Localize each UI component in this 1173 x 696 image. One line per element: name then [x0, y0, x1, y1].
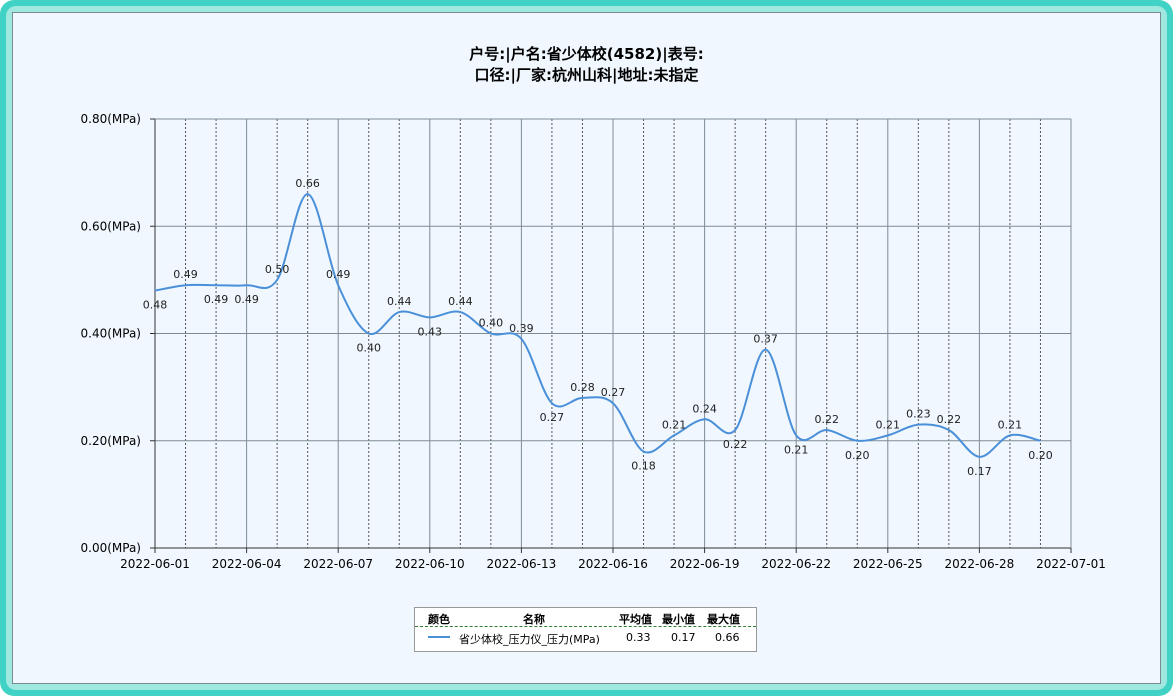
data-label: 0.49 — [204, 293, 229, 306]
y-tick-label: 0.20(MPa) — [81, 434, 142, 448]
data-label: 0.49 — [173, 268, 198, 281]
y-tick-label: 0.00(MPa) — [81, 541, 142, 555]
y-tick-label: 0.40(MPa) — [81, 327, 142, 341]
data-label: 0.66 — [295, 177, 320, 190]
data-label: 0.27 — [601, 386, 626, 399]
data-label: 0.48 — [143, 299, 168, 312]
data-label: 0.24 — [692, 402, 717, 415]
chart-title-line1: 户号:|户名:省少体校(4582)|表号: — [469, 45, 704, 63]
x-tick-label: 2022-06-19 — [670, 557, 740, 571]
x-tick-label: 2022-06-07 — [303, 557, 373, 571]
x-tick-label: 2022-07-01 — [1036, 557, 1106, 571]
data-label: 0.40 — [479, 317, 504, 330]
data-label: 0.21 — [998, 418, 1023, 431]
x-tick-label: 2022-06-10 — [395, 557, 465, 571]
data-label: 0.20 — [845, 449, 870, 462]
data-label: 0.27 — [540, 411, 565, 424]
legend-header-name: 名称 — [523, 613, 545, 626]
data-label: 0.21 — [784, 443, 809, 456]
legend-header-min: 最小值 — [662, 613, 695, 626]
x-tick-label: 2022-06-04 — [212, 557, 282, 571]
chart-title-line2: 口径:|厂家:杭州山科|地址:未指定 — [474, 66, 699, 84]
series-line — [154, 193, 1041, 458]
data-label: 0.18 — [631, 459, 656, 472]
y-tick-label: 0.60(MPa) — [81, 219, 142, 233]
x-tick-label: 2022-06-13 — [487, 557, 557, 571]
y-tick-label: 0.80(MPa) — [81, 112, 142, 126]
x-tick-label: 2022-06-16 — [578, 557, 648, 571]
legend-series-swatch — [428, 636, 450, 638]
legend-header-max: 最大值 — [707, 613, 740, 626]
data-label: 0.39 — [509, 322, 534, 335]
data-label: 0.20 — [1028, 449, 1053, 462]
data-label: 0.23 — [906, 408, 931, 421]
data-label: 0.49 — [326, 268, 351, 281]
legend-series-min: 0.17 — [671, 631, 696, 644]
data-label: 0.50 — [265, 263, 290, 276]
data-label: 0.21 — [662, 418, 687, 431]
chart-legend: 颜色 名称 平均值 最小值 最大值 省少体校_压力仪_压力(MPa) 0.33 … — [414, 607, 757, 652]
data-label: 0.22 — [723, 438, 748, 451]
x-tick-label: 2022-06-01 — [120, 557, 190, 571]
x-tick-label: 2022-06-22 — [761, 557, 831, 571]
data-label: 0.44 — [448, 295, 473, 308]
legend-series-avg: 0.33 — [626, 631, 651, 644]
data-label: 0.22 — [814, 413, 839, 426]
data-label: 0.40 — [356, 342, 381, 355]
data-label: 0.21 — [876, 418, 901, 431]
data-label: 0.49 — [234, 293, 259, 306]
data-label: 0.17 — [967, 465, 992, 478]
legend-series-name: 省少体校_压力仪_压力(MPa) — [459, 633, 600, 646]
legend-row: 省少体校_压力仪_压力(MPa) 0.33 0.17 0.66 — [415, 628, 756, 650]
legend-header-color: 颜色 — [428, 613, 450, 626]
legend-header: 颜色 名称 平均值 最小值 最大值 — [415, 608, 756, 627]
data-label: 0.22 — [937, 413, 962, 426]
data-label: 0.43 — [418, 325, 443, 338]
data-label: 0.44 — [387, 295, 412, 308]
legend-header-avg: 平均值 — [619, 613, 652, 626]
data-label: 0.37 — [753, 333, 778, 346]
data-label: 0.28 — [570, 381, 595, 394]
legend-series-max: 0.66 — [715, 631, 740, 644]
x-tick-label: 2022-06-28 — [945, 557, 1015, 571]
x-tick-label: 2022-06-25 — [853, 557, 923, 571]
